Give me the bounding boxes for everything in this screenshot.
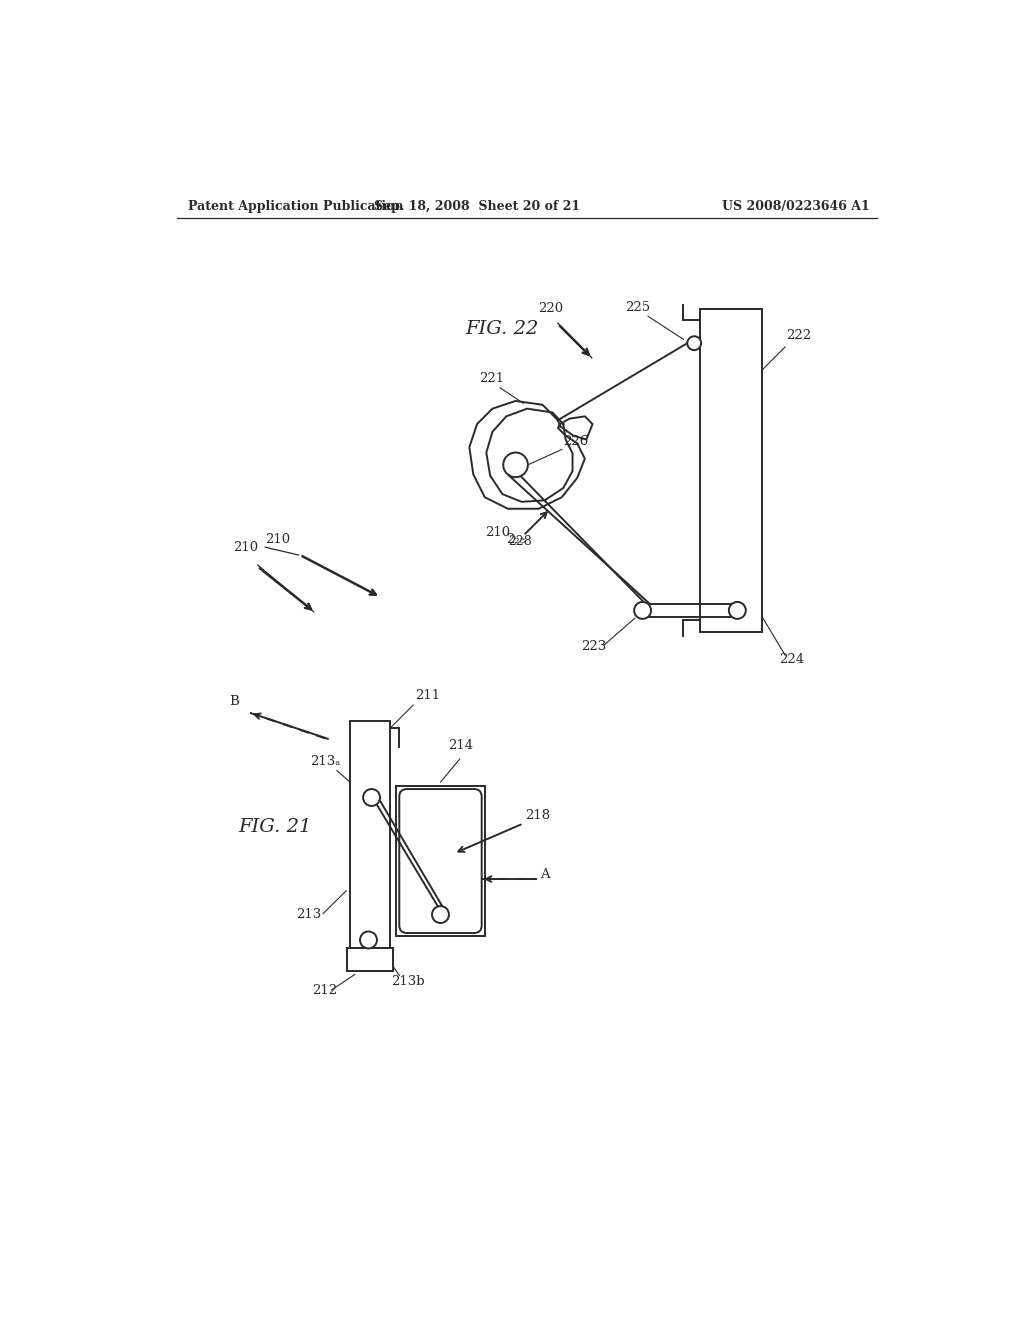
Text: B: B — [229, 696, 239, 708]
Text: Patent Application Publication: Patent Application Publication — [188, 199, 403, 213]
Bar — [396, 785, 484, 936]
FancyBboxPatch shape — [399, 789, 481, 933]
Text: US 2008/0223646 A1: US 2008/0223646 A1 — [722, 199, 869, 213]
Text: 223: 223 — [581, 640, 606, 653]
Text: 213b: 213b — [391, 975, 425, 989]
Text: FIG. 21: FIG. 21 — [239, 818, 311, 836]
Circle shape — [634, 602, 651, 619]
Circle shape — [503, 453, 528, 478]
Text: Sep. 18, 2008  Sheet 20 of 21: Sep. 18, 2008 Sheet 20 of 21 — [374, 199, 581, 213]
Text: 210: 210 — [265, 533, 291, 546]
Text: 212: 212 — [312, 983, 337, 997]
Text: 222: 222 — [786, 330, 812, 342]
Text: 2₂₈: 2₂₈ — [506, 533, 525, 546]
Text: 210: 210 — [484, 525, 510, 539]
Text: 226: 226 — [563, 434, 589, 447]
Text: 210: 210 — [233, 541, 258, 554]
Bar — [347, 948, 393, 970]
Circle shape — [687, 337, 701, 350]
Text: 213ₐ: 213ₐ — [310, 755, 340, 768]
Circle shape — [364, 789, 380, 807]
Text: 225: 225 — [625, 301, 650, 314]
Text: FIG. 22: FIG. 22 — [466, 319, 539, 338]
Text: 214: 214 — [449, 739, 473, 752]
Circle shape — [360, 932, 377, 949]
Text: 220: 220 — [538, 302, 563, 315]
Text: 228: 228 — [508, 535, 531, 548]
Bar — [700, 309, 762, 632]
Bar — [350, 721, 390, 948]
Text: 211: 211 — [415, 689, 440, 702]
Text: 218: 218 — [524, 809, 550, 822]
Text: 213: 213 — [296, 908, 322, 921]
Circle shape — [432, 906, 449, 923]
Text: 221: 221 — [479, 372, 505, 384]
Text: A: A — [541, 867, 550, 880]
Circle shape — [729, 602, 745, 619]
Text: 224: 224 — [779, 653, 804, 665]
